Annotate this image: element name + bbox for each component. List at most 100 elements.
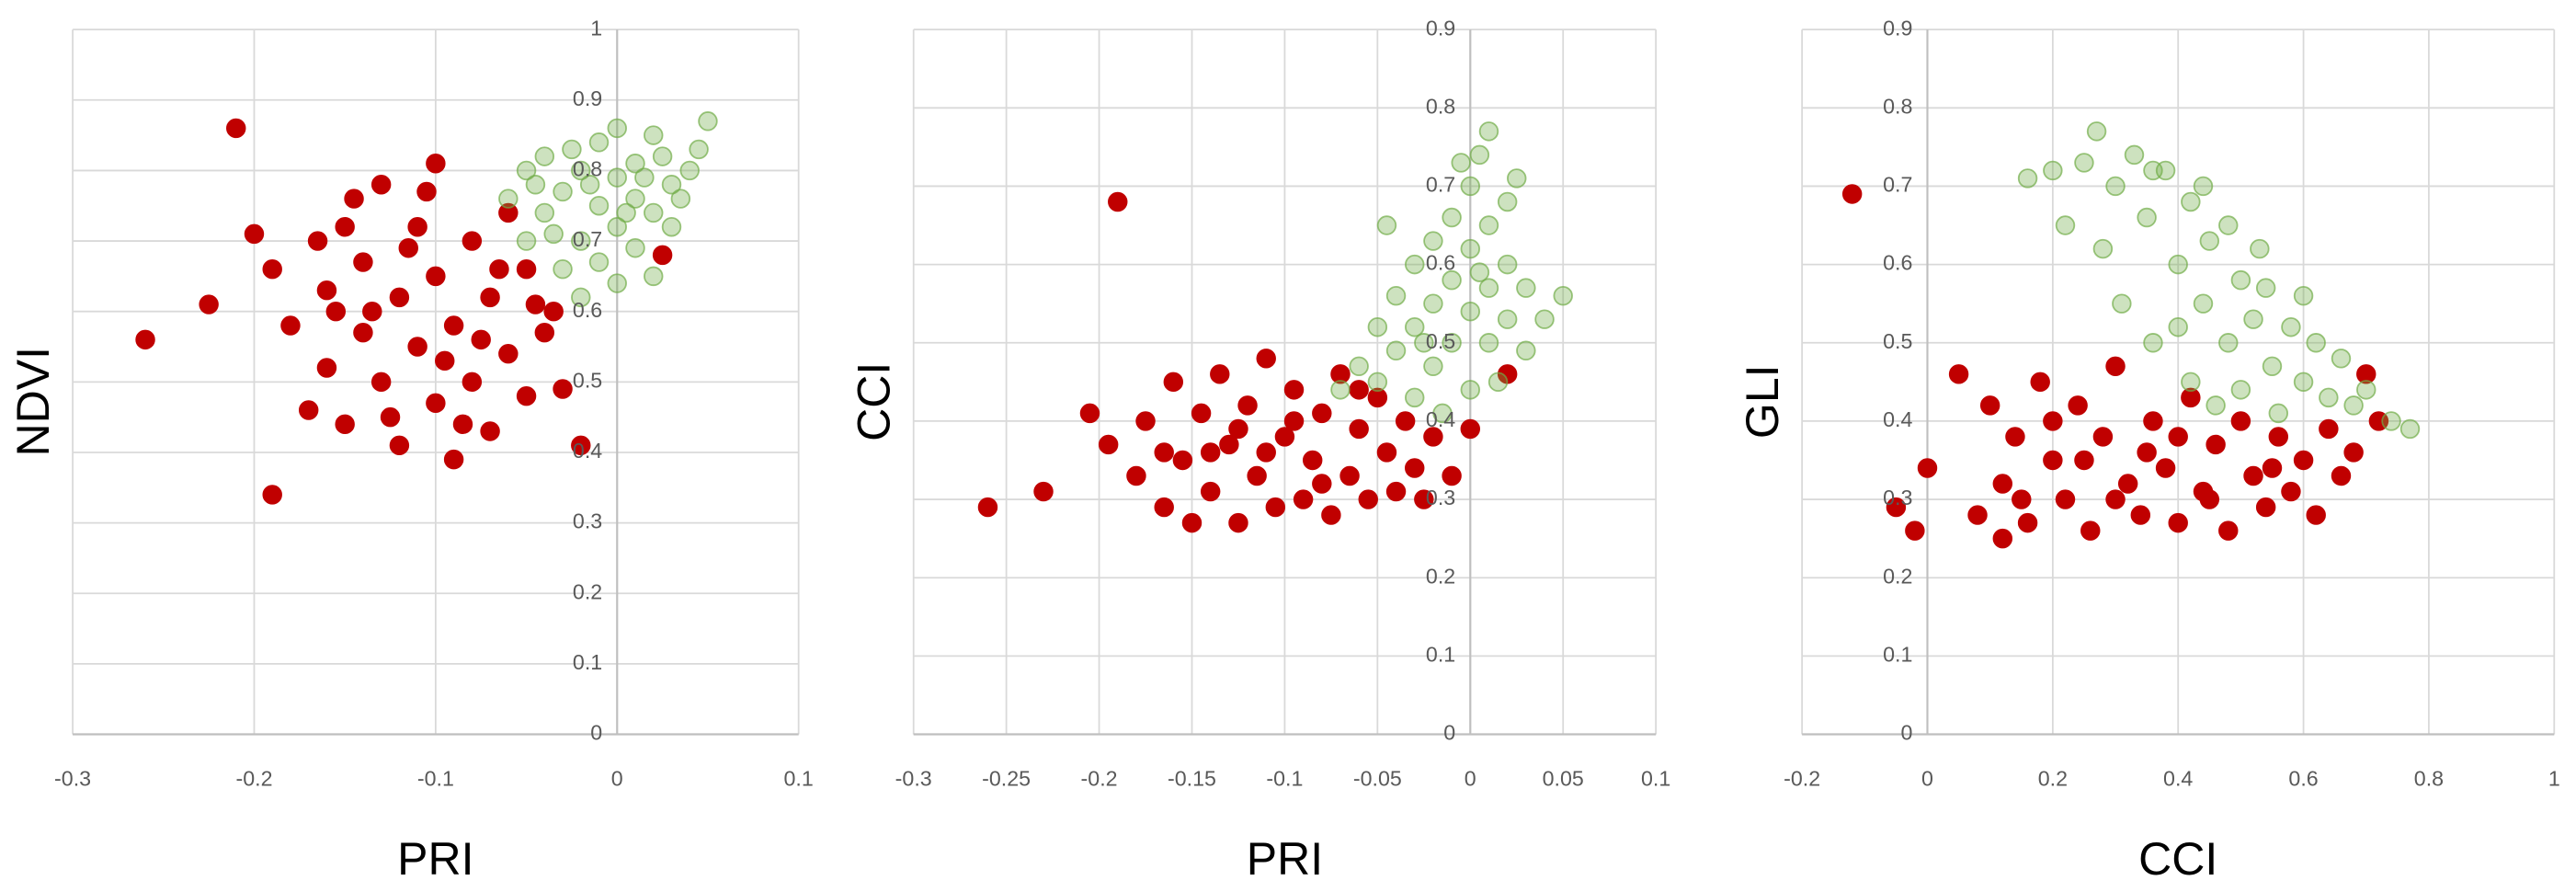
data-point — [1228, 512, 1248, 533]
data-point — [2356, 364, 2377, 384]
data-point — [1460, 418, 1481, 440]
y-axis-title: CCI — [849, 362, 900, 441]
x-tick-label: 0 — [1921, 767, 1933, 791]
data-point — [1376, 215, 1397, 235]
data-point — [380, 406, 401, 428]
y-axis-title: GLI — [1737, 364, 1788, 439]
data-point — [1210, 364, 1230, 384]
x-tick-label: -0.1 — [417, 767, 454, 791]
data-point — [2218, 215, 2239, 235]
data-point — [1423, 427, 1443, 447]
data-point — [280, 315, 301, 336]
data-point — [543, 223, 564, 245]
data-point — [1478, 121, 1499, 142]
data-point — [1516, 340, 1536, 360]
data-point — [2080, 520, 2101, 541]
data-point — [1460, 380, 1481, 400]
data-point — [2306, 505, 2326, 525]
data-point — [2193, 176, 2214, 197]
data-point — [2319, 418, 2339, 440]
data-point — [1469, 262, 1490, 282]
data-point — [426, 393, 446, 414]
data-point — [616, 202, 636, 223]
data-point — [1312, 474, 1332, 494]
y-tick-label: 0.2 — [1883, 564, 1912, 588]
data-point — [462, 231, 483, 251]
data-point — [1358, 489, 1378, 509]
data-point — [2218, 333, 2239, 353]
y-tick-label: 0.2 — [573, 579, 602, 603]
data-point — [1283, 411, 1305, 431]
data-point — [2143, 411, 2163, 431]
data-point — [1478, 333, 1499, 353]
data-point — [1200, 442, 1221, 463]
data-point — [244, 223, 265, 245]
x-tick-label: -0.2 — [1784, 767, 1820, 791]
data-point — [516, 231, 537, 251]
data-point — [1293, 489, 1314, 509]
data-point — [443, 315, 464, 336]
data-point — [2293, 372, 2314, 393]
x-tick-label: -0.05 — [1353, 767, 1402, 791]
data-point — [489, 258, 509, 280]
data-point — [1191, 403, 1212, 424]
data-point — [2250, 238, 2270, 259]
data-point — [2074, 153, 2094, 173]
data-point — [1256, 442, 1276, 463]
data-point — [407, 217, 427, 237]
data-point — [2143, 160, 2163, 181]
data-point — [443, 449, 464, 470]
data-point — [1516, 278, 1536, 298]
data-point — [370, 372, 392, 393]
data-point — [1451, 153, 1471, 173]
data-point — [1312, 403, 1332, 424]
x-tick-label: -0.2 — [1081, 767, 1118, 791]
data-point — [335, 217, 355, 237]
data-point — [1247, 465, 1267, 486]
data-point — [1469, 144, 1490, 166]
data-point — [553, 379, 573, 399]
data-point — [2199, 489, 2220, 509]
x-tick-label: -0.3 — [54, 767, 91, 791]
data-point — [389, 287, 410, 308]
data-point — [1033, 481, 1054, 502]
data-point — [262, 258, 282, 280]
data-point — [1181, 512, 1203, 533]
data-point — [2074, 450, 2094, 471]
data-point — [398, 238, 418, 258]
data-point — [607, 167, 627, 188]
data-point — [1460, 301, 1481, 322]
data-point — [1237, 395, 1258, 416]
x-tick-label: -0.15 — [1168, 767, 1216, 791]
y-tick-label: 0.7 — [1883, 173, 1912, 197]
data-point — [344, 189, 364, 209]
y-tick-label: 0.9 — [573, 86, 602, 110]
data-point — [1992, 474, 2013, 494]
data-point — [2086, 121, 2107, 142]
y-tick-label: 0.6 — [1883, 251, 1912, 275]
data-point — [534, 322, 555, 343]
data-point — [2343, 395, 2364, 416]
data-point — [2168, 512, 2188, 533]
data-point — [435, 350, 455, 372]
x-tick-label: -0.1 — [1266, 767, 1303, 791]
data-point — [1487, 372, 1509, 393]
y-tick-label: 0.9 — [1426, 16, 1455, 40]
data-point — [2068, 395, 2088, 416]
data-point — [2306, 333, 2326, 353]
y-tick-label: 0.8 — [573, 157, 602, 181]
data-point — [1414, 489, 1434, 509]
data-point — [2055, 489, 2076, 509]
data-point — [588, 252, 610, 272]
data-point — [2218, 520, 2239, 541]
data-point — [2206, 395, 2226, 416]
data-point — [1108, 191, 1128, 212]
data-point — [534, 202, 555, 223]
data-point — [1367, 372, 1388, 393]
data-point — [525, 294, 546, 314]
data-point — [2343, 442, 2364, 463]
y-tick-label: 0.6 — [573, 298, 602, 322]
data-point — [1442, 207, 1462, 228]
data-point — [644, 125, 664, 145]
